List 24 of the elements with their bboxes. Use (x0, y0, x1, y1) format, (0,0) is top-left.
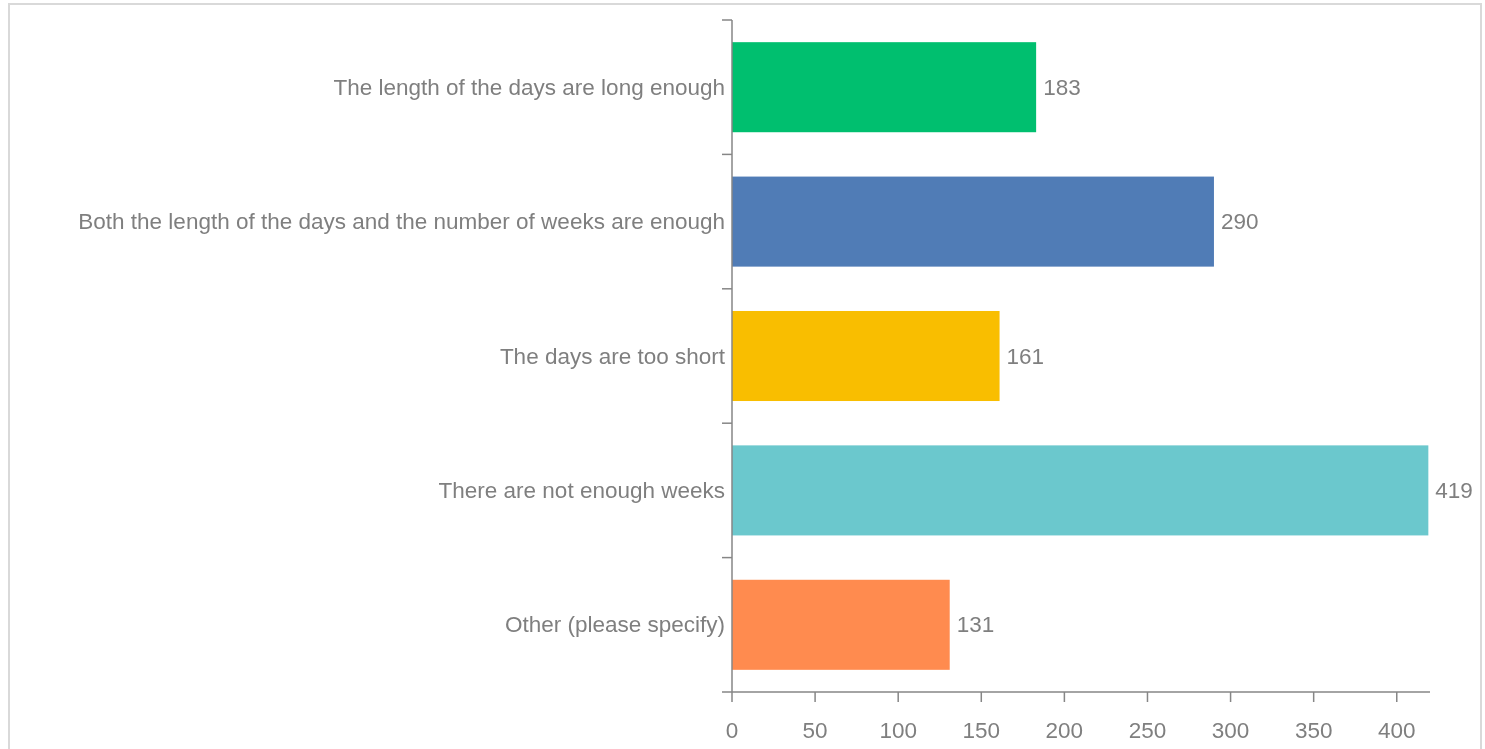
bar (732, 42, 1037, 133)
x-tick-label: 50 (802, 718, 828, 743)
bar (732, 579, 950, 670)
y-tick-label: Both the length of the days and the number of weeks are enough (78, 209, 725, 235)
data-label: 183 (1043, 74, 1081, 100)
x-tick-label: 300 (1211, 718, 1250, 743)
x-tick-label: 400 (1377, 718, 1416, 743)
x-tick-label: 250 (1128, 718, 1167, 743)
x-tick-label: 100 (879, 718, 917, 743)
x-tick-label: 350 (1294, 718, 1333, 743)
y-tick-label: There are not enough weeks (438, 477, 725, 503)
data-label: 290 (1220, 209, 1259, 235)
x-tick-label: 200 (1045, 718, 1084, 743)
x-tick-label: 0 (725, 718, 739, 743)
bar (732, 176, 1214, 267)
bar (732, 310, 1000, 402)
y-tick-label: The length of the days are long enough (333, 74, 725, 100)
data-label: 419 (1435, 477, 1473, 503)
data-label: 131 (956, 612, 995, 638)
y-tick-label: The days are too short (499, 343, 726, 369)
data-label: 161 (1006, 343, 1045, 369)
bar (732, 445, 1429, 536)
x-tick-label: 150 (962, 718, 1001, 743)
y-tick-label: Other (please specify) (504, 612, 725, 638)
